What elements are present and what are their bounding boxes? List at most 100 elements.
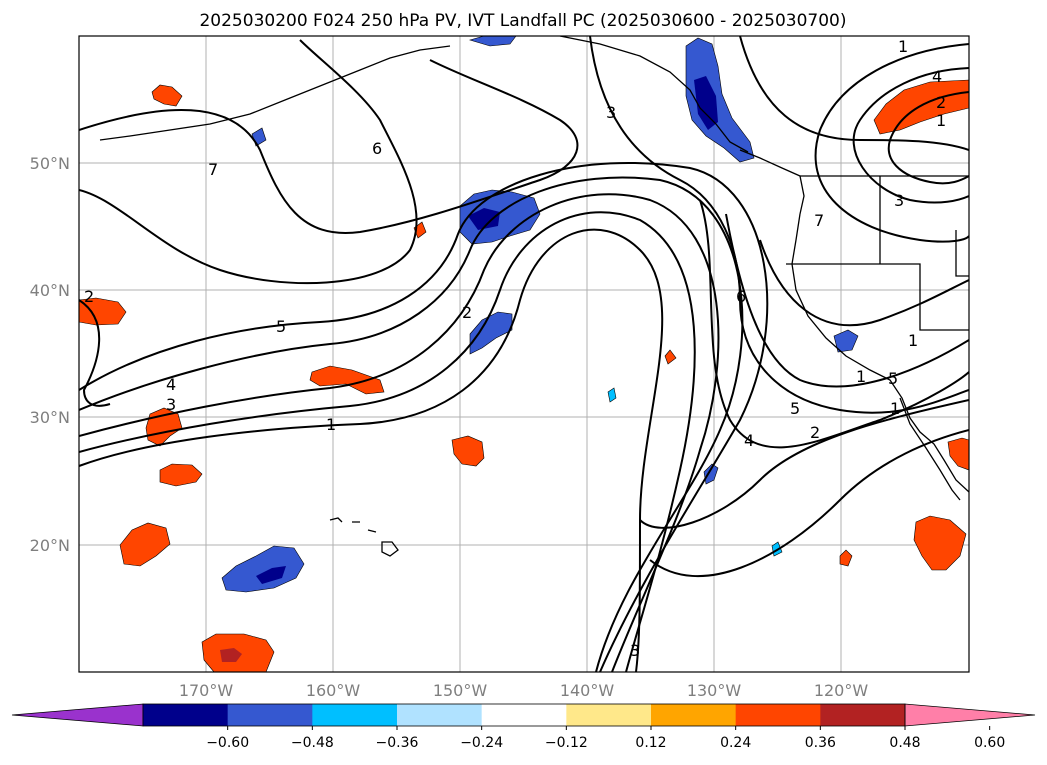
pv-patch-neg-core (256, 566, 286, 584)
contour-label: 2 (936, 93, 946, 112)
contour-line (887, 91, 969, 185)
contour-label: 1 (898, 37, 908, 56)
lon-tick-label: 140°W (560, 681, 615, 700)
contour-label: 3 (630, 641, 640, 660)
contour-line (649, 429, 969, 577)
lon-tick-label: 160°W (306, 681, 361, 700)
pv-patch-neg-core (694, 76, 718, 130)
pv-patch-neg (833, 329, 859, 353)
lat-tick-label: 40°N (30, 281, 70, 300)
colorbar-segment (481, 704, 567, 726)
contour-line (79, 161, 769, 672)
colorbar-segment (312, 704, 398, 726)
contour-label: 4 (744, 431, 754, 450)
gulf-of-alaska-coast (559, 36, 749, 153)
pv-patch-pos (119, 522, 171, 567)
hawaii-islands (329, 517, 399, 557)
contour-line (79, 299, 111, 407)
pv-patch-pos (151, 84, 183, 107)
contour-line (589, 36, 969, 414)
colorbar-segment (397, 704, 483, 726)
coastlines (99, 36, 969, 557)
state-border (955, 230, 969, 277)
contour-label: 3 (894, 191, 904, 210)
pv-patch-pos (947, 437, 969, 471)
pv-patch-neg (221, 545, 305, 593)
contour-label: 1 (856, 367, 866, 386)
colorbar-tick-label: −0.48 (291, 735, 334, 751)
contour-line (79, 211, 696, 672)
colorbar-tick-label: 0.60 (974, 735, 1005, 751)
contour-label: 4 (166, 375, 176, 394)
pv-patch-neg (685, 37, 755, 163)
contour-label: 3 (166, 395, 176, 414)
longitude-axis: 170°W 160°W 150°W 140°W 130°W 120°W (179, 681, 869, 700)
lon-tick-label: 120°W (814, 681, 869, 700)
us-west-coast (791, 213, 969, 493)
pv-patch-neg (703, 463, 719, 485)
map-panel: 7 6 3 1 4 2 1 3 5 2 1 4 3 5 4 2 6 7 5 1 (78, 35, 970, 673)
map-background (79, 36, 969, 672)
contour-label: 1 (326, 415, 336, 434)
contour-line (79, 176, 744, 672)
positive-pv-patches (79, 79, 969, 672)
contour-line (852, 67, 969, 204)
contour-line (79, 39, 418, 285)
bc-coast (739, 149, 805, 215)
pv-patch-neg (607, 387, 617, 403)
colorbar-segment (651, 704, 737, 726)
pv-patch-pos (79, 297, 127, 326)
ivt-contours (79, 36, 969, 672)
contour-label: 4 (932, 67, 942, 86)
latitude-axis: 50°N 40°N 30°N 20°N (30, 154, 70, 555)
colorbar: −0.60 −0.48 −0.36 −0.24 −0.12 0.12 0.24 0.36 0.4… (11, 703, 1036, 751)
colorbar-tick-label: −0.24 (460, 735, 503, 751)
contour-label: 1 (890, 399, 900, 418)
contour-label: 2 (84, 287, 94, 306)
figure-title: 2025030200 F024 250 hPa PV, IVT Landfall… (199, 11, 846, 31)
contour-label: 5 (276, 317, 286, 336)
pv-patch-neg (468, 36, 517, 47)
lon-tick-label: 130°W (687, 681, 742, 700)
map-frame (78, 35, 970, 673)
colorbar-extend-max (904, 703, 1036, 727)
pv-patch-pos (913, 515, 967, 571)
contour-line (79, 59, 579, 235)
contour-line (814, 43, 969, 243)
contour-label: 6 (736, 287, 746, 306)
contour-label: 6 (372, 139, 382, 158)
colorbar-segment (735, 704, 821, 726)
state-border (786, 263, 969, 331)
pv-patch-pos-core (220, 648, 242, 662)
pv-patch-pos (451, 435, 485, 467)
contour-line (639, 399, 969, 529)
lon-tick-label: 150°W (433, 681, 488, 700)
colorbar-tick-label: 0.36 (805, 735, 836, 751)
colorbar-tick-label: 0.48 (889, 735, 920, 751)
pv-patch-pos (664, 349, 677, 365)
contour-line (79, 193, 720, 672)
contour-line (699, 199, 969, 449)
pv-patch-pos (839, 549, 853, 567)
contour-line (725, 213, 969, 388)
lat-tick-label: 30°N (30, 408, 70, 427)
contour-label: 2 (462, 303, 472, 322)
colorbar-frame (142, 703, 906, 727)
contour-label: 3 (606, 103, 616, 122)
alaska-coast (99, 45, 451, 141)
colorbar-segment (820, 704, 906, 726)
contour-line (759, 239, 969, 327)
colorbar-extend-min (11, 703, 144, 727)
colorbar-tick-label: 0.24 (720, 735, 751, 751)
colorbar-tick-label: −0.12 (545, 735, 588, 751)
contour-label: 2 (810, 423, 820, 442)
pv-patch-pos (159, 463, 203, 487)
pv-patch-pos (309, 365, 385, 395)
lat-tick-label: 50°N (30, 154, 70, 173)
contour-label: 7 (208, 160, 218, 179)
contour-label: 1 (936, 111, 946, 130)
contour-label: 1 (908, 331, 918, 350)
baja-peninsula (899, 397, 961, 501)
colorbar-tick-label: −0.60 (206, 735, 249, 751)
